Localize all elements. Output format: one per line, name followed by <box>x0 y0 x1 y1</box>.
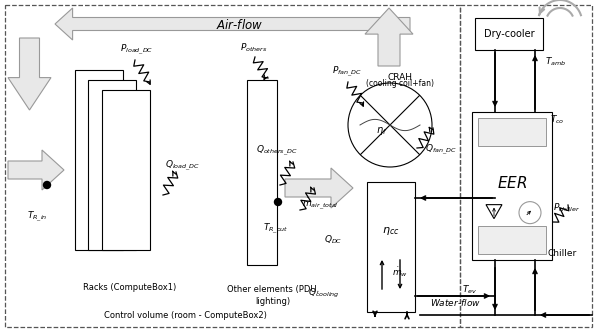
Polygon shape <box>8 150 64 190</box>
Text: $P_{load\_DC}$: $P_{load\_DC}$ <box>120 43 153 57</box>
Bar <box>472 112 552 260</box>
Text: $\mathit{EER}$: $\mathit{EER}$ <box>497 175 527 191</box>
Text: $Q_{fan\_DC}$: $Q_{fan\_DC}$ <box>425 143 457 157</box>
Text: $T_{amb}$: $T_{amb}$ <box>545 56 566 68</box>
Text: $Q_{others\_DC}$: $Q_{others\_DC}$ <box>256 143 297 158</box>
Text: $\eta_{cc}$: $\eta_{cc}$ <box>382 225 400 238</box>
Text: Control volume (room - ComputeBox2): Control volume (room - ComputeBox2) <box>103 311 266 320</box>
Text: $Q_{DC}$: $Q_{DC}$ <box>324 234 342 246</box>
Text: CRAH: CRAH <box>387 73 413 82</box>
Text: $\mathit{Air}$-$\mathit{flow}$: $\mathit{Air}$-$\mathit{flow}$ <box>216 18 264 32</box>
Polygon shape <box>285 168 353 208</box>
Bar <box>88 80 136 250</box>
Text: $P_{fan\_DC}$: $P_{fan\_DC}$ <box>332 65 362 79</box>
Text: $P_{others}$: $P_{others}$ <box>240 42 267 54</box>
Text: $\eta_f$: $\eta_f$ <box>376 125 387 137</box>
Circle shape <box>519 202 541 224</box>
Bar <box>460 5 592 327</box>
Text: $T_{R\_out}$: $T_{R\_out}$ <box>263 222 288 237</box>
Text: Dry-cooler: Dry-cooler <box>484 29 534 39</box>
Bar <box>247 80 277 265</box>
Text: $\dot{m}_w$: $\dot{m}_w$ <box>392 265 408 279</box>
Bar <box>478 226 546 254</box>
Text: $\dot{m}_{air\_total}$: $\dot{m}_{air\_total}$ <box>302 197 338 212</box>
Text: Chiller: Chiller <box>547 250 576 259</box>
Bar <box>475 18 543 50</box>
Polygon shape <box>55 8 410 40</box>
Bar <box>367 182 415 312</box>
Bar <box>478 118 546 146</box>
Text: $P_{chiller}$: $P_{chiller}$ <box>553 202 580 214</box>
Text: $\mathit{Water}$-$\mathit{flow}$: $\mathit{Water}$-$\mathit{flow}$ <box>430 297 481 308</box>
Text: $T_{R\_in}$: $T_{R\_in}$ <box>27 210 47 224</box>
Text: Racks (ComputeBox1): Racks (ComputeBox1) <box>84 283 177 292</box>
Text: $T_{co}$: $T_{co}$ <box>550 114 565 126</box>
Bar <box>102 90 150 250</box>
Text: $Q_{load\_DC}$: $Q_{load\_DC}$ <box>165 158 200 173</box>
Text: (cooling coil+fan): (cooling coil+fan) <box>366 79 434 88</box>
Bar <box>75 70 123 250</box>
Text: Other elements (PDU,
lighting): Other elements (PDU, lighting) <box>227 285 319 306</box>
Polygon shape <box>8 38 51 110</box>
Circle shape <box>44 182 51 189</box>
Bar <box>5 5 460 327</box>
Circle shape <box>275 199 282 205</box>
Text: $T_{ev}$: $T_{ev}$ <box>462 284 477 296</box>
Polygon shape <box>486 205 502 219</box>
Text: $Q_{cooling}$: $Q_{cooling}$ <box>309 286 340 299</box>
Circle shape <box>348 83 432 167</box>
Polygon shape <box>365 8 413 66</box>
